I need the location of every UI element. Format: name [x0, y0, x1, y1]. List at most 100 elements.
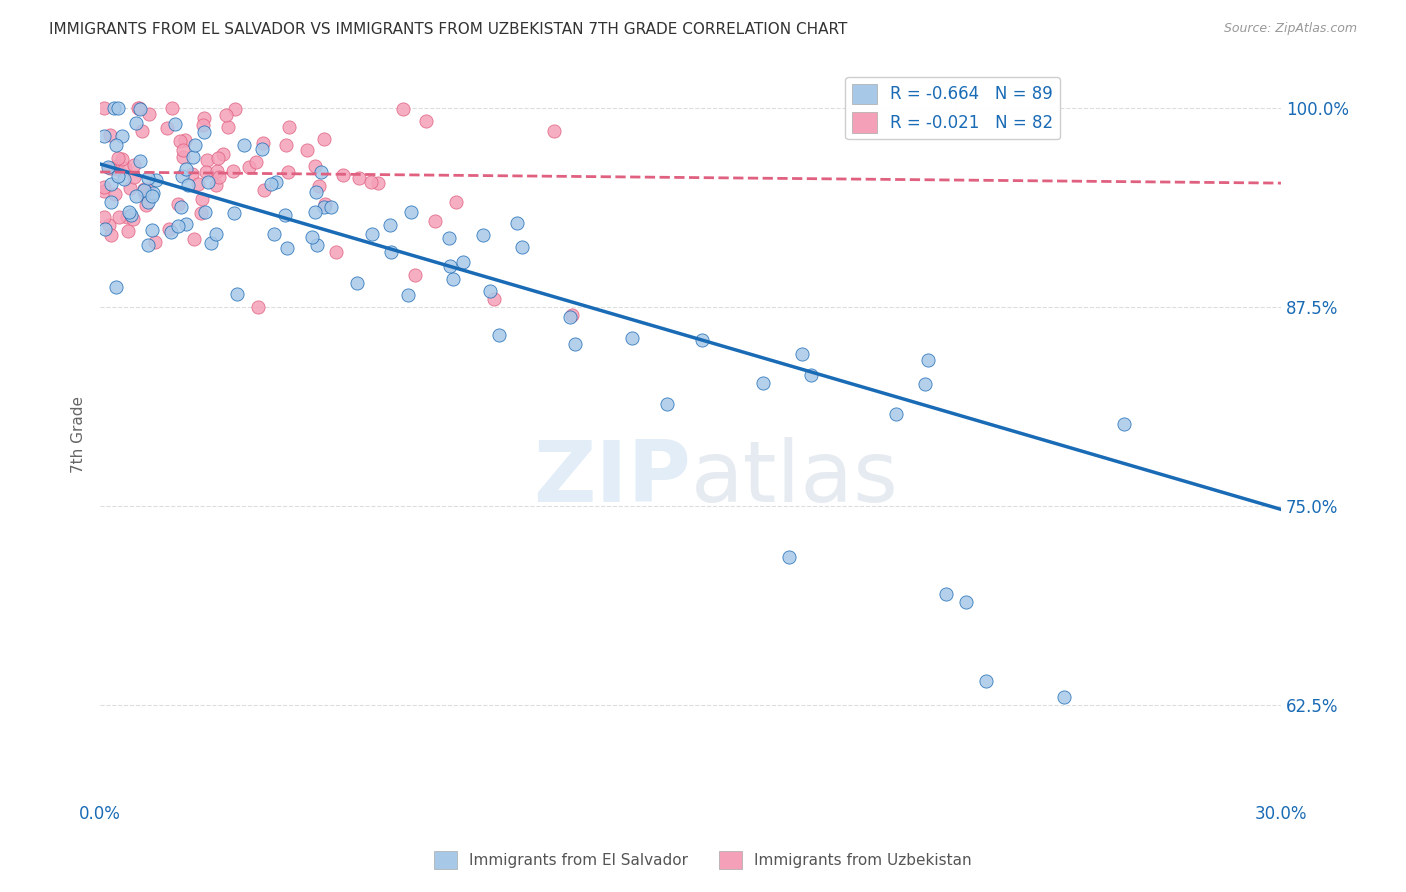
Point — [172, 143, 194, 157]
Point — [1112, 417, 1135, 432]
Y-axis label: 7th Grade: 7th Grade — [72, 396, 86, 473]
Point — [506, 216, 529, 230]
Point — [453, 255, 475, 269]
Point — [110, 152, 132, 166]
Point — [274, 208, 297, 222]
Point — [103, 101, 125, 115]
Point — [104, 138, 127, 153]
Point — [172, 150, 194, 164]
Point — [131, 123, 153, 137]
Point — [107, 151, 129, 165]
Point — [107, 159, 129, 173]
Point — [349, 171, 371, 186]
Point — [935, 587, 957, 601]
Point — [98, 128, 121, 143]
Point — [104, 186, 127, 201]
Point — [105, 162, 128, 177]
Point — [157, 222, 180, 236]
Point — [252, 136, 274, 150]
Point — [482, 293, 505, 307]
Point — [120, 181, 142, 195]
Point — [190, 206, 212, 220]
Point — [217, 120, 239, 134]
Point — [93, 101, 115, 115]
Point — [314, 197, 336, 211]
Point — [778, 550, 800, 565]
Text: IMMIGRANTS FROM EL SALVADOR VS IMMIGRANTS FROM UZBEKISTAN 7TH GRADE CORRELATION : IMMIGRANTS FROM EL SALVADOR VS IMMIGRANT… — [49, 22, 848, 37]
Point — [437, 231, 460, 245]
Point — [914, 376, 936, 391]
Point — [346, 277, 368, 291]
Point — [276, 137, 298, 152]
Point — [118, 205, 141, 219]
Point — [312, 200, 335, 214]
Point — [194, 165, 217, 179]
Point — [655, 397, 678, 411]
Point — [180, 167, 202, 181]
Point — [792, 347, 814, 361]
Point — [312, 132, 335, 146]
Point — [404, 268, 426, 283]
Point — [138, 107, 160, 121]
Point — [238, 160, 260, 174]
Point — [510, 240, 533, 254]
Point — [112, 171, 135, 186]
Point — [127, 101, 149, 115]
Point — [97, 161, 120, 175]
Point — [174, 217, 197, 231]
Point — [181, 150, 204, 164]
Point — [690, 334, 713, 348]
Point — [120, 208, 142, 222]
Point — [125, 189, 148, 203]
Point — [307, 238, 329, 252]
Point — [439, 259, 461, 273]
Point — [169, 134, 191, 148]
Point — [245, 155, 267, 169]
Point — [100, 227, 122, 242]
Point — [800, 368, 823, 383]
Point — [183, 232, 205, 246]
Point — [207, 151, 229, 165]
Point — [319, 200, 342, 214]
Point — [143, 235, 166, 250]
Point — [250, 142, 273, 156]
Point — [93, 184, 115, 198]
Point — [187, 177, 209, 191]
Point — [205, 227, 228, 241]
Point — [174, 161, 197, 176]
Point — [276, 241, 298, 255]
Point — [145, 172, 167, 186]
Point — [193, 118, 215, 132]
Point — [100, 194, 122, 209]
Point — [111, 129, 134, 144]
Point — [380, 244, 402, 259]
Point — [751, 376, 773, 391]
Point — [332, 168, 354, 182]
Point — [444, 195, 467, 210]
Point — [108, 210, 131, 224]
Point — [479, 284, 502, 298]
Point — [441, 271, 464, 285]
Point — [205, 178, 228, 192]
Point — [141, 223, 163, 237]
Point — [167, 197, 190, 211]
Point — [124, 169, 146, 184]
Point — [561, 308, 583, 322]
Point — [301, 230, 323, 244]
Point — [263, 227, 285, 241]
Point — [955, 595, 977, 609]
Point — [211, 147, 233, 161]
Point — [114, 161, 136, 175]
Point — [974, 674, 997, 689]
Point — [246, 300, 269, 314]
Point — [93, 211, 115, 225]
Point — [156, 121, 179, 136]
Point — [98, 161, 121, 175]
Point — [1053, 690, 1076, 705]
Point — [194, 205, 217, 219]
Point — [325, 244, 347, 259]
Point — [208, 169, 231, 184]
Point — [917, 352, 939, 367]
Point — [259, 177, 281, 191]
Point — [308, 178, 330, 193]
